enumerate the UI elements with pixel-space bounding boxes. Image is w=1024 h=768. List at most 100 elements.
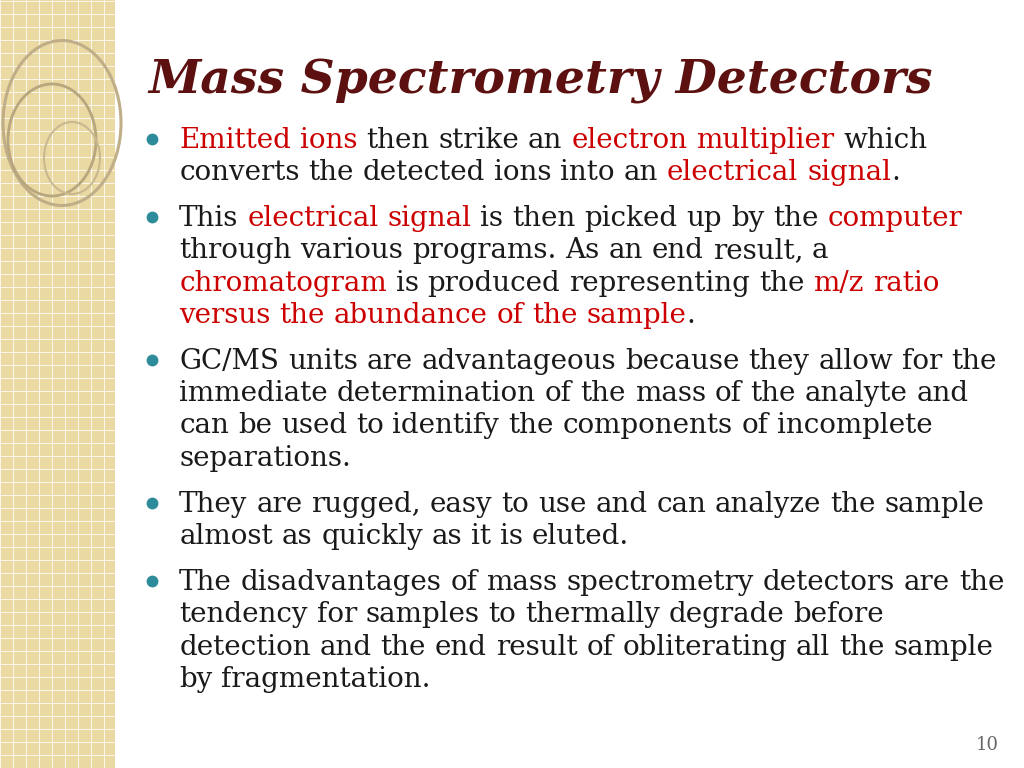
Text: to: to [488,601,516,628]
Text: 10: 10 [976,737,998,754]
Text: analyte: analyte [805,380,907,407]
Text: of: of [587,634,613,660]
Text: and: and [319,634,372,660]
Text: computer: computer [827,205,962,232]
Text: thermally: thermally [525,601,660,628]
Text: .: . [891,159,900,186]
Text: ions: ions [300,127,357,154]
Text: determination: determination [337,380,536,407]
Text: to: to [355,412,384,439]
Text: the: the [773,205,818,232]
Text: before: before [794,601,884,628]
Text: the: the [839,634,885,660]
Text: This: This [179,205,239,232]
Text: the: the [381,634,426,660]
Text: GC/MS: GC/MS [179,348,280,375]
Text: sample: sample [885,491,984,518]
Text: electrical: electrical [667,159,799,186]
Text: then: then [512,205,575,232]
Text: signal: signal [807,159,891,186]
Text: of: of [451,569,477,596]
Text: to: to [502,491,529,518]
Text: electrical: electrical [248,205,379,232]
Text: detectors: detectors [763,569,895,596]
Text: then: then [367,127,430,154]
Text: end: end [652,237,703,264]
Text: eluted.: eluted. [531,523,629,550]
Text: sample: sample [893,634,993,660]
Text: quickly: quickly [322,523,423,550]
Text: used: used [281,412,347,439]
Text: easy: easy [430,491,493,518]
Text: the: the [280,302,325,329]
Text: disadvantages: disadvantages [241,569,441,596]
Text: immediate: immediate [179,380,328,407]
Text: by: by [731,205,764,232]
Text: the: the [532,302,578,329]
Text: .: . [686,302,695,329]
Text: which: which [843,127,927,154]
Text: of: of [741,412,768,439]
Text: almost: almost [179,523,272,550]
Text: an: an [528,127,562,154]
Text: analyze: analyze [715,491,821,518]
Text: They: They [179,491,248,518]
Text: detected: detected [362,159,485,186]
Text: Mass Spectrometry Detectors: Mass Spectrometry Detectors [148,58,933,104]
Text: picked: picked [585,205,678,232]
Text: multiplier: multiplier [696,127,835,154]
Text: result,: result, [713,237,803,264]
Text: incomplete: incomplete [777,412,933,439]
Text: tendency: tendency [179,601,307,628]
Text: use: use [538,491,587,518]
Text: is: is [500,523,523,550]
Text: m/z: m/z [813,270,863,296]
Text: be: be [238,412,272,439]
Text: all: all [796,634,830,660]
Text: the: the [951,348,996,375]
Text: of: of [715,380,741,407]
Text: mass: mass [486,569,558,596]
Text: end: end [435,634,487,660]
Text: allow: allow [818,348,893,375]
Text: degrade: degrade [669,601,784,628]
Text: for: for [316,601,356,628]
Text: it: it [471,523,492,550]
Text: strike: strike [438,127,519,154]
Text: are: are [904,569,950,596]
Text: and: and [916,380,969,407]
Text: separations.: separations. [179,445,351,472]
Text: is: is [480,205,504,232]
Text: ions: ions [494,159,552,186]
Text: as: as [432,523,462,550]
Text: into: into [560,159,615,186]
Text: because: because [626,348,739,375]
Text: identify: identify [392,412,500,439]
Text: versus: versus [179,302,270,329]
Text: a: a [812,237,828,264]
Text: result: result [496,634,578,660]
Text: converts: converts [179,159,300,186]
Text: the: the [308,159,354,186]
Text: as: as [282,523,312,550]
Text: Emitted: Emitted [179,127,291,154]
Text: abundance: abundance [334,302,487,329]
Text: the: the [508,412,554,439]
Text: sample: sample [587,302,686,329]
Text: of: of [497,302,523,329]
Text: signal: signal [387,205,472,232]
Text: the: the [958,569,1005,596]
Text: an: an [624,159,658,186]
Text: can: can [179,412,229,439]
Text: The: The [179,569,232,596]
Text: by: by [179,666,212,693]
Text: can: can [656,491,707,518]
Text: detection: detection [179,634,311,660]
Text: advantageous: advantageous [422,348,616,375]
Text: ratio: ratio [872,270,939,296]
Text: are: are [367,348,413,375]
Text: of: of [545,380,571,407]
Text: As: As [565,237,600,264]
Text: and: and [595,491,647,518]
Text: programs.: programs. [413,237,557,264]
